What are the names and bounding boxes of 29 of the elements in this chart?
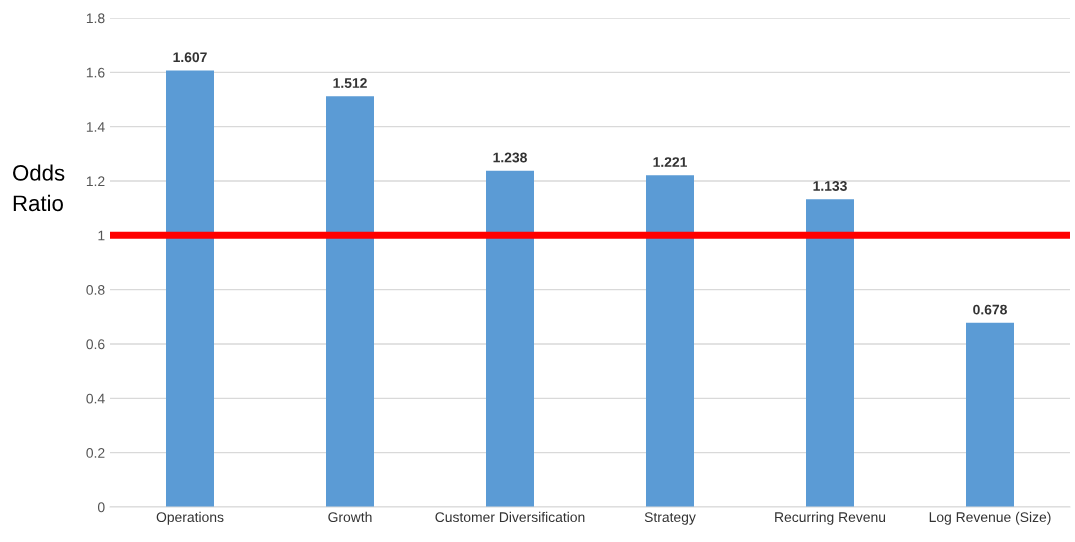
- data-label: 1.238: [493, 152, 527, 163]
- bar: [966, 322, 1014, 507]
- data-label: 1.607: [173, 52, 207, 63]
- bar: [166, 70, 214, 507]
- x-tick-label: Customer Diversification: [435, 511, 585, 523]
- y-axis-title: Odds Ratio: [13, 164, 65, 212]
- x-tick-label: Growth: [328, 511, 372, 523]
- y-tick-label: 1.8: [86, 13, 105, 24]
- data-label: 0.678: [973, 304, 1007, 315]
- x-tick-label: Recurring Revenu: [775, 511, 886, 525]
- y-tick-label: 0.8: [86, 285, 105, 295]
- data-label: 1.512: [333, 78, 367, 88]
- y-tick-label: 1.6: [86, 67, 105, 78]
- bar: [806, 199, 854, 507]
- y-tick-label: 0: [97, 502, 105, 513]
- y-tick-label: 0.4: [86, 393, 105, 404]
- data-label: 1.133: [813, 181, 847, 191]
- y-tick-label: 1: [98, 230, 105, 241]
- bar: [486, 170, 534, 507]
- x-tick-label: Operations: [156, 511, 224, 525]
- data-label: 1.221: [653, 157, 687, 167]
- bar: [646, 175, 694, 507]
- x-tick-label: Strategy: [644, 512, 696, 525]
- y-tick-label: 1.4: [86, 122, 105, 132]
- y-tick-label: 0.6: [86, 339, 105, 350]
- y-tick-label: 1.2: [86, 176, 105, 187]
- x-tick-label: Log Revenue (Size): [929, 511, 1051, 525]
- y-tick-label: 0.2: [86, 448, 105, 458]
- bar: [326, 96, 374, 507]
